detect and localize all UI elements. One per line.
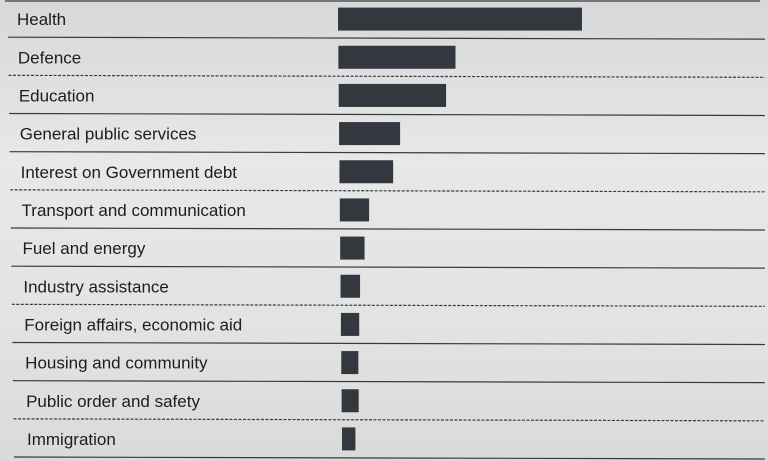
row-separator [12, 341, 766, 346]
bar [340, 312, 360, 336]
category-label: General public services [20, 125, 197, 144]
category-label: Health [17, 10, 66, 29]
category-label: Immigration [27, 430, 116, 449]
category-label: Foreign affairs, economic aid [24, 315, 242, 334]
bar [339, 198, 370, 222]
bar [342, 427, 356, 451]
row-separator [13, 418, 766, 422]
bar [340, 274, 361, 298]
row-separator [9, 151, 766, 155]
bar [339, 160, 394, 184]
row-separator [10, 227, 766, 231]
category-label: Public order and safety [26, 392, 200, 411]
bar [338, 83, 447, 107]
category-label: Housing and community [25, 354, 208, 373]
bar [341, 389, 359, 413]
category-label: Industry assistance [23, 277, 169, 296]
category-label: Defence [18, 48, 81, 67]
row-separator [8, 74, 766, 78]
row-separator [11, 303, 766, 307]
row-separator [7, 36, 766, 40]
bar [339, 122, 401, 146]
row-separator [13, 456, 766, 460]
row-separator [9, 112, 766, 117]
chart-rows: Health Defence Education General public ser… [5, 0, 766, 460]
row-separator [11, 265, 766, 269]
bar [340, 236, 365, 260]
category-label: Interest on Government debt [21, 163, 238, 182]
row-separator [10, 189, 766, 193]
bar [338, 7, 582, 31]
bar [341, 351, 359, 375]
category-label: Transport and communication [22, 201, 246, 220]
category-label: Education [19, 86, 95, 105]
bar [338, 45, 456, 69]
category-label: Fuel and energy [22, 239, 145, 258]
row-separator [12, 380, 766, 384]
